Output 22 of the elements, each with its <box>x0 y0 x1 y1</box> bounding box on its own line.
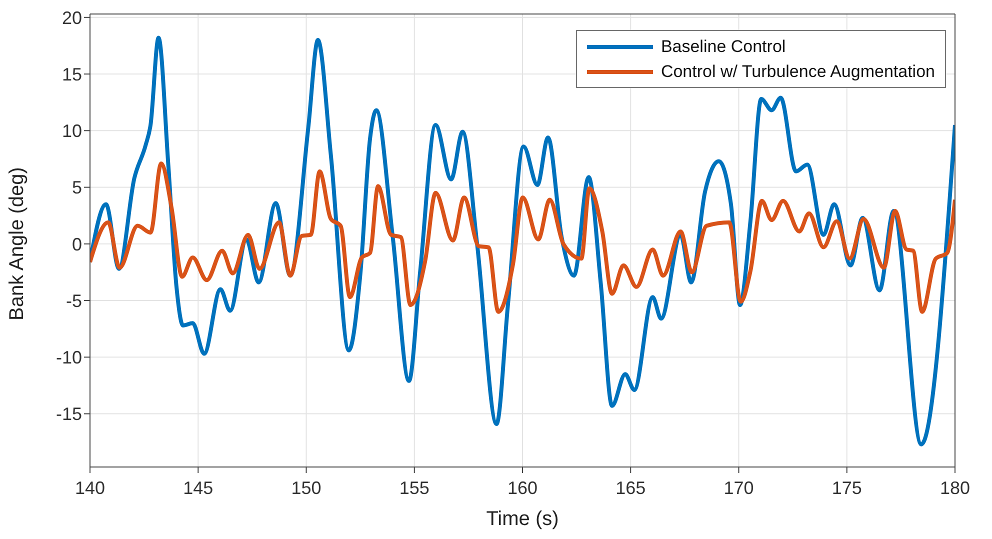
legend-label: Baseline Control <box>660 36 786 58</box>
legend-label: Control w/ Turbulence Augmentation <box>660 61 935 83</box>
x-tick-label: 160 <box>507 478 538 498</box>
y-axis-title: Bank Angle (deg) <box>6 167 28 320</box>
x-tick-label: 180 <box>940 478 970 498</box>
x-tick-label: 170 <box>724 478 754 498</box>
x-tick-label: 175 <box>832 478 862 498</box>
x-axis-title: Time (s) <box>486 508 559 530</box>
y-tick-label: 0 <box>72 234 82 254</box>
y-tick-label: 15 <box>62 64 82 84</box>
y-tick-label: -5 <box>66 290 82 311</box>
y-tick-label: -10 <box>56 348 82 368</box>
x-tick-label: 155 <box>399 478 430 498</box>
x-tick-label: 145 <box>183 478 214 498</box>
x-tick-label: 165 <box>616 478 646 498</box>
x-tick-label: 150 <box>291 478 322 498</box>
line-series <box>90 161 955 314</box>
x-tick-label: 140 <box>74 478 106 498</box>
y-tick-label: 10 <box>62 121 82 142</box>
y-tick-label: 20 <box>62 8 82 28</box>
y-tick-label: 5 <box>72 178 82 198</box>
y-tick-label: -15 <box>56 404 82 424</box>
